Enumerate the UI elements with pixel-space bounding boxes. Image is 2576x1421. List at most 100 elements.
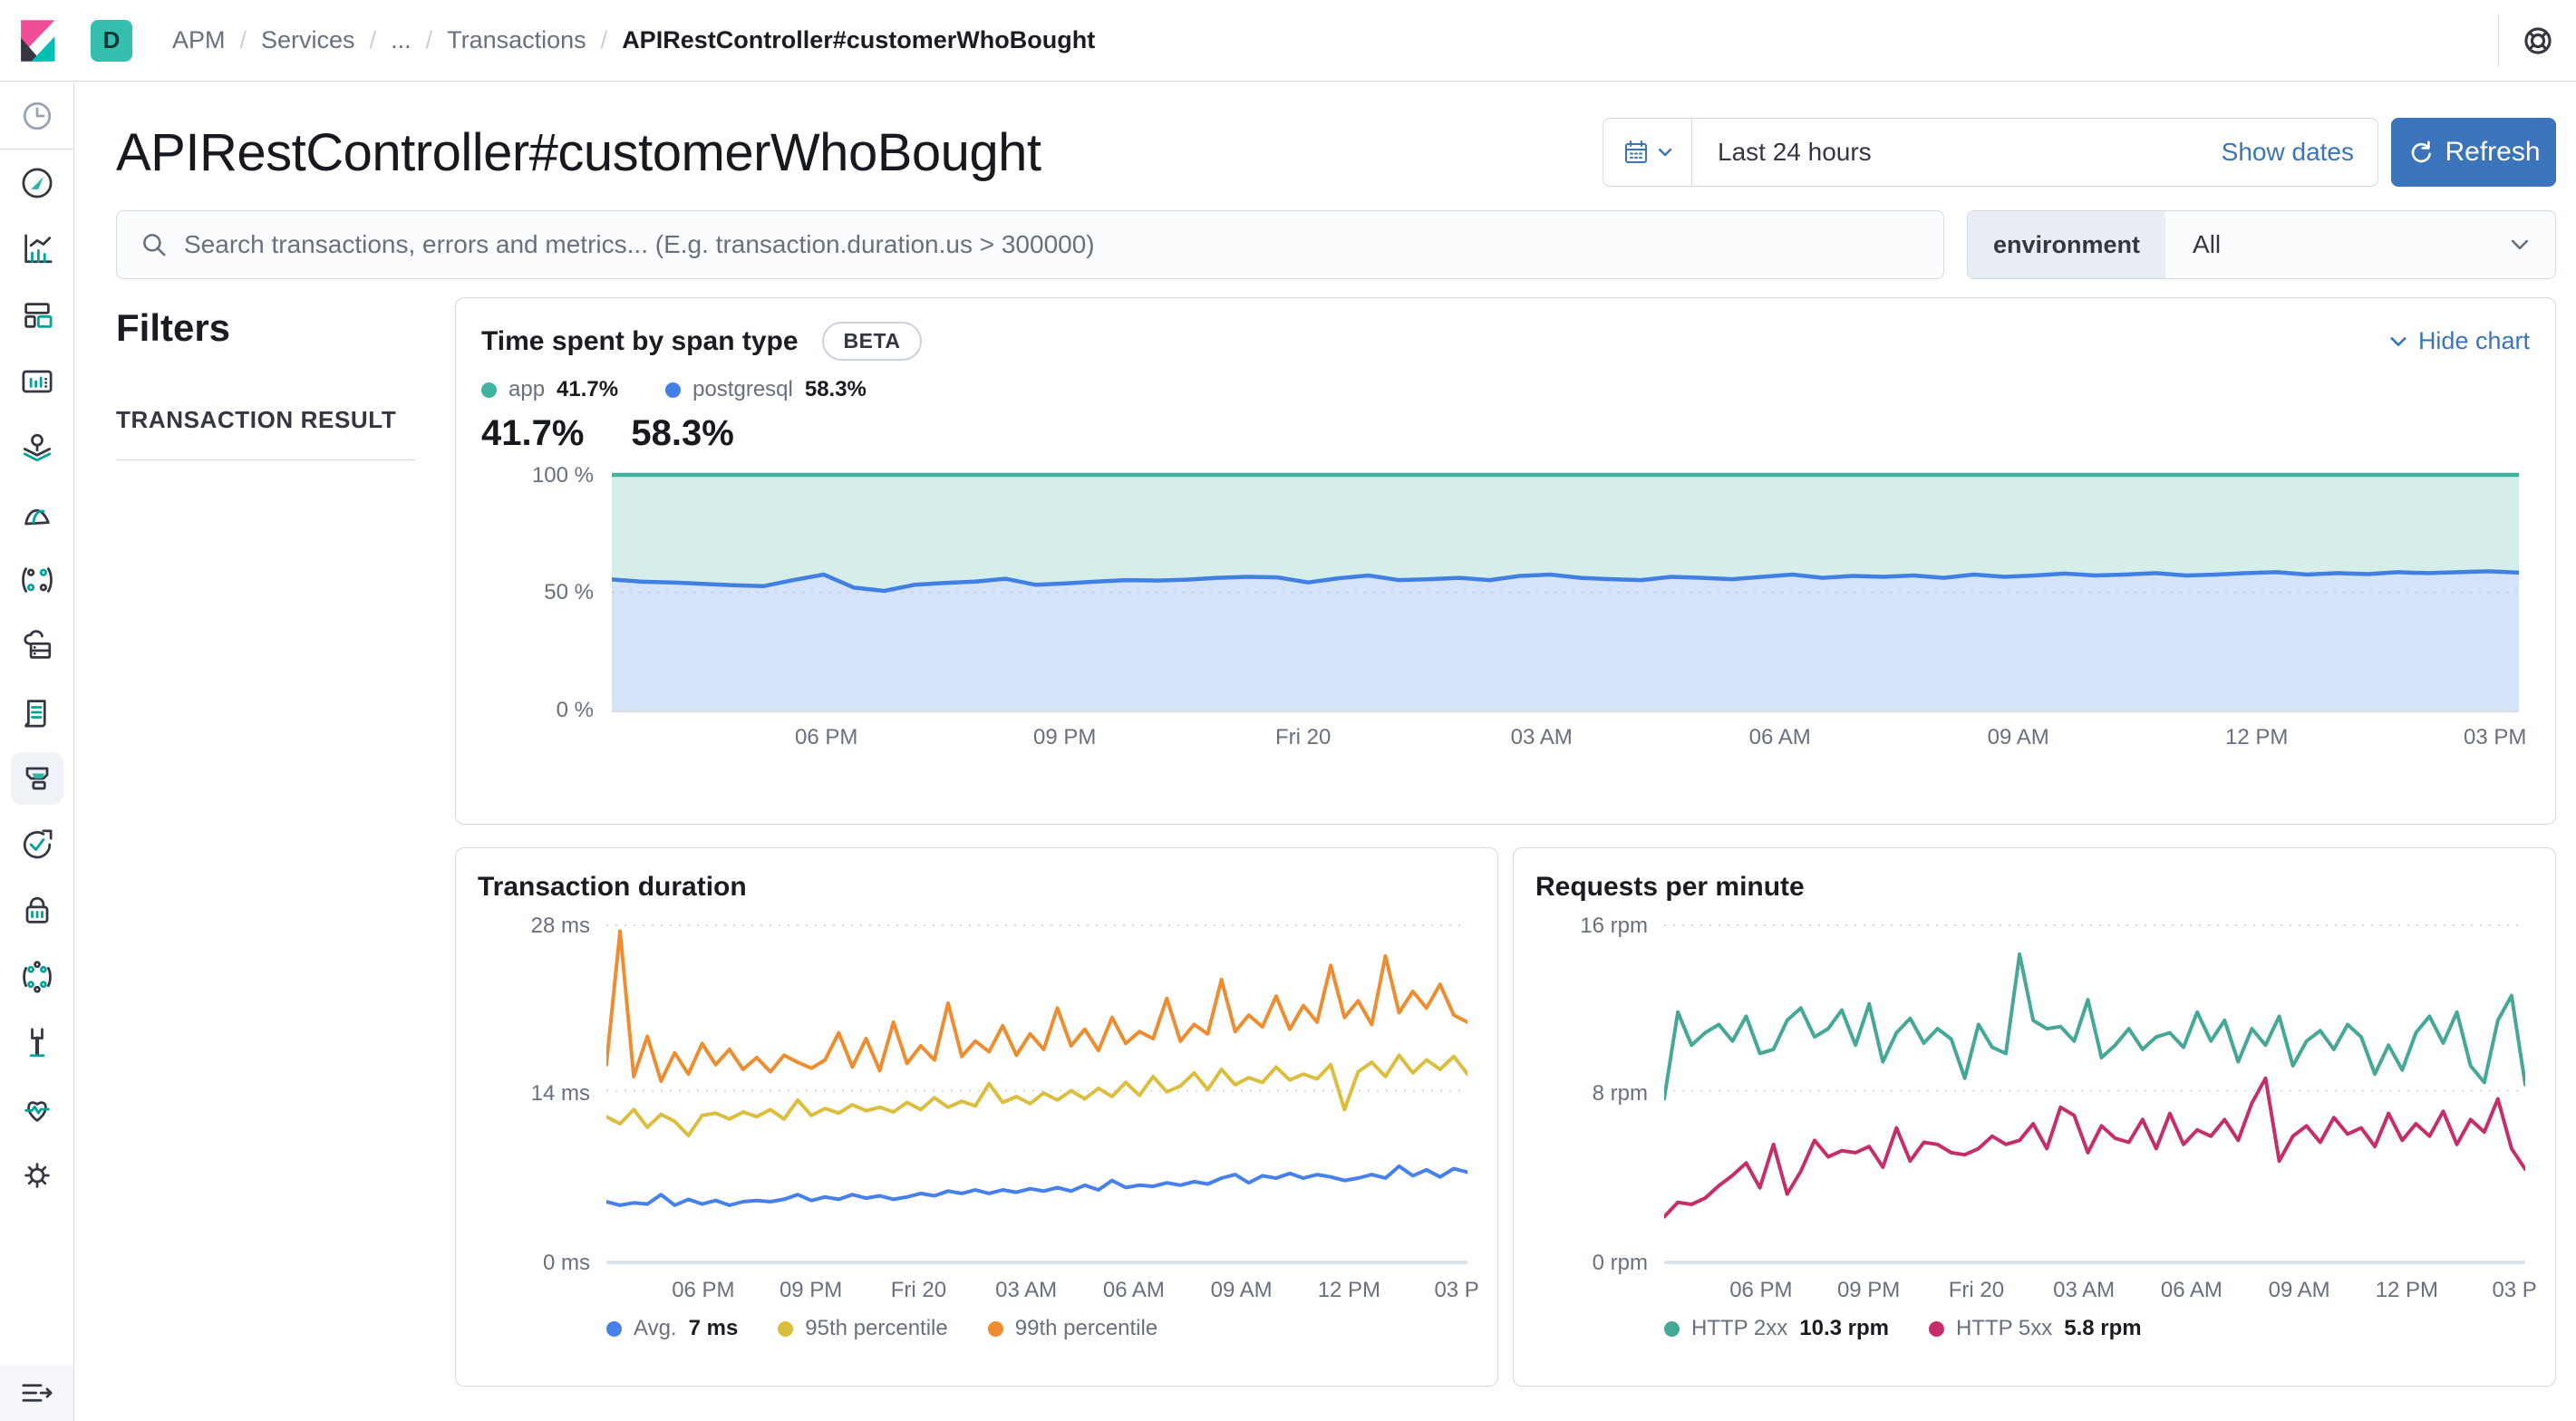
machine-learning-icon	[24, 508, 50, 525]
x-tick: 03 AM	[2053, 1278, 2116, 1302]
breadcrumb-item[interactable]: Services	[261, 26, 355, 53]
top-bar: D APM / Services /... / Transactions / APIRestC…	[0, 0, 2576, 82]
x-tick: 03 AM	[995, 1278, 1058, 1302]
transaction-duration-legend: Avg. 7 ms 95th percentile 99th percentile	[606, 1316, 1476, 1341]
breadcrumb-item[interactable]: Transactions	[447, 26, 586, 53]
legend-value: 41.7%	[557, 377, 619, 401]
refresh-icon	[2412, 140, 2432, 163]
sidebar-item-canvas[interactable]	[0, 348, 73, 414]
legend-item[interactable]: HTTP 5xx 5.8 rpm	[1928, 1316, 2142, 1341]
sidebar-item-machine-learning[interactable]	[0, 480, 73, 546]
legend-item[interactable]: postgresql 58.3%	[665, 377, 867, 402]
sidebar-item-infrastructure[interactable]	[0, 613, 73, 679]
y-tick: 50 %	[544, 579, 594, 604]
legend-label: postgresql	[692, 377, 793, 401]
show-dates-link[interactable]: Show dates	[2221, 138, 2354, 166]
filters-panel: Filters TRANSACTION RESULT	[116, 297, 455, 1387]
span-type-area-chart[interactable]	[612, 472, 2519, 712]
sidebar-item-discover[interactable]	[0, 150, 73, 216]
management-icon	[24, 1162, 50, 1188]
y-tick: 100 %	[531, 463, 594, 488]
breadcrumb-separator: /	[239, 26, 247, 53]
help-menu-button[interactable]	[2498, 14, 2576, 67]
sidebar-item-uptime[interactable]	[0, 811, 73, 877]
legend-dot-icon	[481, 382, 497, 398]
date-range-value[interactable]: Last 24 hours	[1718, 138, 1872, 166]
sidebar-item-maps[interactable]	[0, 414, 73, 480]
sidebar-item-siem[interactable]	[0, 877, 73, 943]
recently-viewed-icon	[23, 102, 51, 130]
legend-item[interactable]: 95th percentile	[778, 1316, 948, 1341]
apm-icon	[25, 767, 48, 789]
sidebar-item-dashboard[interactable]	[0, 282, 73, 348]
requests-per-minute-panel: Requests per minute 16 rpm 8 rpm 0 rpm 0…	[1513, 847, 2556, 1387]
legend-label: 95th percentile	[805, 1316, 948, 1340]
code-icon	[22, 960, 52, 993]
hide-chart-link[interactable]: Hide chart	[2387, 327, 2530, 355]
legend-item[interactable]: 99th percentile	[987, 1316, 1157, 1341]
discover-icon	[22, 168, 52, 198]
y-tick: 0 %	[556, 698, 594, 722]
refresh-button-label: Refresh	[2445, 137, 2541, 167]
sidebar-item-stack-monitoring[interactable]	[0, 1076, 73, 1142]
legend-dot-icon	[987, 1320, 1003, 1337]
legend-item[interactable]: HTTP 2xx 10.3 rpm	[1664, 1316, 1889, 1341]
collapse-nav-button[interactable]	[0, 1365, 73, 1421]
sidebar-item-apm[interactable]	[0, 745, 73, 811]
legend-item[interactable]: app 41.7%	[481, 377, 618, 402]
stack-monitoring-icon	[24, 1100, 50, 1122]
x-tick: 09 PM	[1033, 725, 1097, 749]
span-type-chart-title: Time spent by span type	[481, 325, 799, 356]
sidebar-item-visualize[interactable]	[0, 216, 73, 282]
legend-label: HTTP 5xx	[1955, 1316, 2053, 1340]
environment-select[interactable]: environment All	[1967, 210, 2556, 279]
sidebar-item-graph[interactable]	[0, 546, 73, 613]
dev-tools-icon	[29, 1028, 44, 1057]
sidebar-item-management[interactable]	[0, 1142, 73, 1208]
breadcrumb-separator: /	[425, 26, 433, 53]
legend-label: Avg.	[634, 1316, 677, 1340]
sidebar-item-logs[interactable]	[0, 679, 73, 745]
legend-value: 10.3 rpm	[1799, 1316, 1889, 1340]
breadcrumb-separator: /	[600, 26, 608, 53]
sidebar-item-code[interactable]	[0, 943, 73, 1010]
chevron-down-icon	[1658, 148, 1671, 157]
date-quick-select-button[interactable]	[1603, 119, 1692, 186]
y-tick: 0 ms	[542, 1251, 590, 1275]
legend-item[interactable]: Avg. 7 ms	[606, 1316, 738, 1341]
collapse-menu-icon	[22, 1384, 52, 1402]
filters-divider	[116, 459, 415, 460]
x-tick: 09 PM	[1836, 1278, 1901, 1302]
filters-title: Filters	[116, 306, 231, 349]
breadcrumb-item[interactable]: ...	[391, 26, 412, 53]
x-tick: 09 PM	[779, 1278, 843, 1302]
legend-value: 5.8 rpm	[2064, 1316, 2142, 1340]
x-tick: 06 AM	[1748, 725, 1811, 749]
y-axis-labels: 16 rpm 8 rpm 0 rpm	[1535, 914, 1653, 1275]
y-tick: 0 rpm	[1592, 1251, 1648, 1275]
logs-icon	[24, 699, 46, 727]
sidebar-item-dev-tools[interactable]	[0, 1010, 73, 1076]
requests-per-minute-line-chart[interactable]	[1664, 923, 2525, 1265]
transaction-duration-line-chart[interactable]	[606, 923, 1467, 1265]
search-input[interactable]	[184, 230, 1943, 259]
kql-search-bar[interactable]	[116, 210, 1944, 279]
x-tick: 06 PM	[795, 725, 858, 749]
x-tick: 06 AM	[1102, 1278, 1165, 1302]
kibana-logo[interactable]	[0, 17, 74, 64]
x-tick: Fri 20	[1948, 1278, 2005, 1302]
chevron-down-icon	[2511, 239, 2529, 250]
space-avatar[interactable]: D	[91, 19, 132, 62]
legend-dot-icon	[1928, 1320, 1944, 1337]
legend-dot-icon	[606, 1320, 622, 1337]
x-tick: Fri 20	[890, 1278, 947, 1302]
breadcrumb-separator: /	[369, 26, 377, 53]
breadcrumb-item[interactable]: APM	[172, 26, 226, 53]
chevron-down-icon	[2390, 336, 2407, 346]
search-icon	[143, 234, 166, 256]
sidebar-item-recently-viewed[interactable]	[0, 82, 73, 150]
time-spent-by-span-type-panel: Time spent by span type BETA Hide chart …	[455, 297, 2556, 825]
x-tick: Fri 20	[1275, 725, 1332, 749]
refresh-button[interactable]: Refresh	[2391, 118, 2556, 187]
canvas-icon	[22, 370, 52, 392]
